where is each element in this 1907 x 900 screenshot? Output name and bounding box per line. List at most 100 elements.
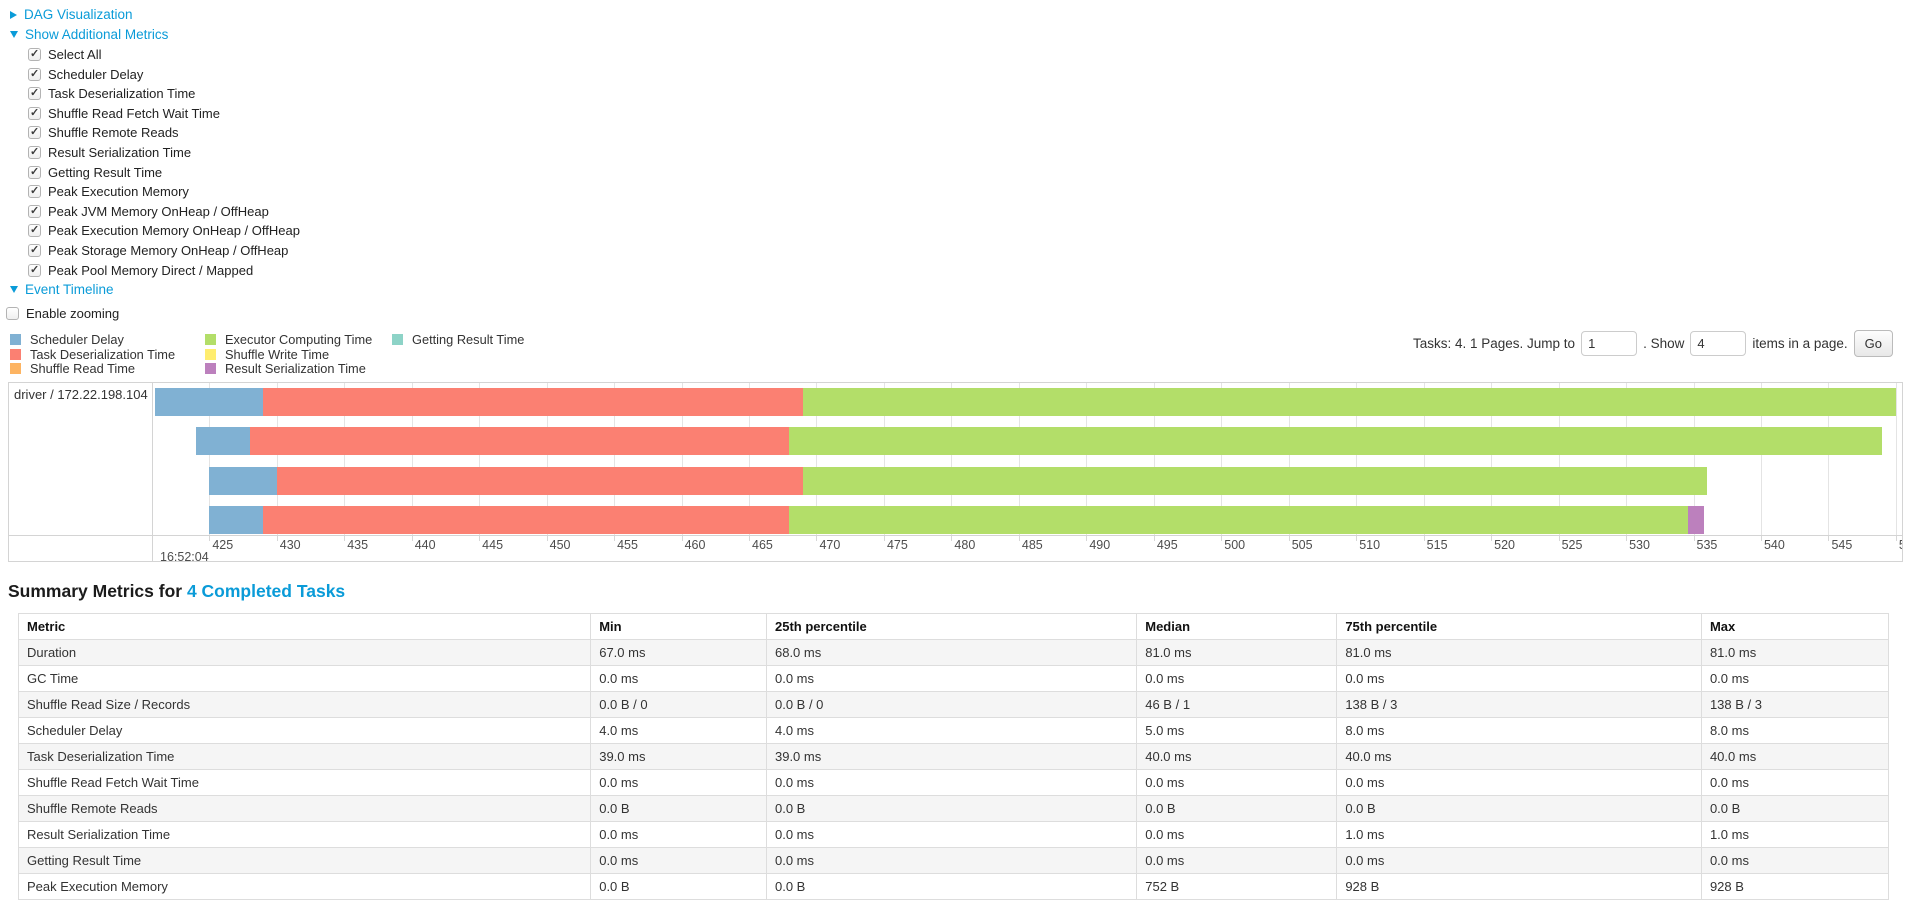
metric-value-cell: 0.0 ms: [1136, 769, 1338, 797]
axis-gridline: [749, 383, 751, 536]
go-button[interactable]: Go: [1853, 330, 1893, 358]
metric-checkbox[interactable]: [28, 86, 41, 101]
axis-time-label: 16:52:04: [160, 550, 209, 562]
metric-value-cell: 0.0 ms: [1336, 847, 1702, 875]
items-per-page-input[interactable]: [1690, 331, 1747, 357]
axis-gridline: [1153, 383, 1155, 536]
metric-checkbox-row: Peak Execution Memory: [28, 184, 1907, 199]
timeline-axis: 16:52:04 425 430 435 440 445 450 455 460 465 470 4…: [9, 535, 1902, 561]
metric-name-cell: Scheduler Delay: [17, 717, 592, 745]
axis-tick-label: 530: [1629, 538, 1650, 553]
jump-to-page-input[interactable]: [1581, 331, 1638, 357]
completed-tasks-link[interactable]: 4 Completed Tasks: [186, 581, 346, 602]
collapsed-arrow-icon: [10, 10, 17, 19]
axis-gridline: [883, 383, 885, 536]
metric-value-cell: 0.0 ms: [765, 821, 1138, 849]
shuffle_read-swatch-icon: [10, 363, 21, 375]
axis-tick-mark: [883, 536, 885, 542]
result_serialization-swatch-icon: [205, 363, 216, 375]
axis-tick-mark: [1626, 536, 1628, 542]
axis-tick-mark: [1491, 536, 1493, 542]
metric-checkbox[interactable]: [28, 106, 41, 120]
metric-value-cell: 0.0 ms: [1136, 847, 1338, 875]
executor_computing-segment: [802, 467, 1707, 496]
task-timeline-bar[interactable]: [155, 388, 1896, 417]
metric-checkbox-label: Shuffle Remote Reads: [48, 125, 179, 141]
metric-checkbox[interactable]: [28, 145, 41, 159]
task-timeline-bar[interactable]: [195, 427, 1883, 456]
table-row: Peak Execution Memory 0.0 B 0.0 B 752 B 928 …: [17, 873, 1890, 900]
axis-tick-mark: [1760, 536, 1762, 542]
metric-value-cell: 81.0 ms: [1336, 639, 1702, 667]
legend-item: Shuffle Write Time: [205, 347, 392, 362]
task-timeline-bar[interactable]: [209, 506, 1705, 535]
metric-value-cell: 0.0 B: [590, 795, 767, 823]
axis-gridline: [816, 383, 818, 536]
timeline-legend: Scheduler Delay Task Deserialization Time…: [10, 332, 524, 376]
scheduler_delay-segment: [195, 427, 250, 456]
axis-tick-label: 545: [1831, 538, 1853, 553]
axis-gridline: [614, 383, 616, 536]
enable-zooming-checkbox[interactable]: [6, 307, 19, 321]
metric-name-cell: Getting Result Time: [17, 847, 592, 875]
axis-tick-mark: [479, 536, 481, 542]
axis-tick-mark: [546, 536, 548, 542]
legend-item-label: Result Serialization Time: [225, 361, 366, 377]
metric-checkbox[interactable]: [28, 204, 41, 218]
axis-gridline: [1491, 383, 1493, 536]
metric-name-cell: Shuffle Remote Reads: [17, 795, 592, 823]
axis-tick-label: 425: [212, 538, 234, 553]
metric-value-cell: 0.0 ms: [590, 821, 767, 849]
metric-value-cell: 40.0 ms: [1136, 743, 1338, 771]
axis-tick-mark: [614, 536, 616, 542]
axis-tick-label: 510: [1359, 538, 1381, 553]
table-row: Result Serialization Time 0.0 ms 0.0 ms 0.0…: [17, 821, 1890, 849]
legend-item: Executor Computing Time: [205, 332, 392, 347]
metric-checkbox-row: Scheduler Delay: [28, 67, 1907, 82]
table-row: GC Time 0.0 ms 0.0 ms 0.0 ms 0.0 ms 0.0 ms: [17, 665, 1890, 693]
metric-checkbox-item: Select All: [28, 47, 1907, 62]
metric-checkbox[interactable]: [28, 67, 41, 81]
show-label: . Show: [1643, 336, 1685, 352]
task-timeline-bar[interactable]: [209, 467, 1707, 496]
metric-checkbox-row: Shuffle Remote Reads: [28, 125, 1907, 140]
metric-value-cell: 81.0 ms: [1136, 639, 1338, 667]
axis-tick-mark: [1895, 536, 1897, 542]
axis-tick-label: 430: [279, 538, 301, 553]
axis-tick-label: 445: [482, 538, 504, 553]
metric-name-cell: Result Serialization Time: [17, 821, 592, 849]
metric-checkbox[interactable]: [28, 243, 41, 257]
metric-checkbox[interactable]: [28, 165, 41, 179]
summary-title-prefix: Summary Metrics for: [8, 581, 187, 602]
axis-gridline: [546, 383, 548, 536]
metric-checkbox-item: Peak Pool Memory Direct / Mapped: [28, 263, 1907, 278]
axis-gridline: [1288, 383, 1290, 536]
summary-metrics-table: Metric Min 25th percentile Median 75th perce…: [17, 613, 1890, 900]
metric-checkbox[interactable]: [28, 47, 41, 61]
event-timeline-toggle[interactable]: Event Timeline: [10, 282, 1907, 297]
metric-name-cell: Duration: [17, 639, 592, 667]
metric-checkbox-item: Result Serialization Time: [28, 145, 1907, 160]
metric-value-cell: 0.0 ms: [1700, 769, 1890, 797]
task_deserialization-segment: [249, 427, 790, 456]
metric-value-cell: 39.0 ms: [765, 743, 1138, 771]
metric-value-cell: 0.0 B: [1136, 795, 1338, 823]
metric-checkbox[interactable]: [28, 263, 41, 277]
metric-value-cell: 40.0 ms: [1700, 743, 1890, 771]
metric-checkbox[interactable]: [28, 223, 41, 238]
axis-gridline: [1693, 383, 1695, 536]
metric-checkbox[interactable]: [28, 184, 41, 199]
axis-tick-label: 550: [1899, 538, 1902, 552]
axis-gridline: [1018, 383, 1020, 536]
legend-item: Result Serialization Time: [205, 361, 392, 376]
show-additional-metrics-toggle[interactable]: Show Additional Metrics: [10, 27, 1907, 42]
axis-gridline: [1626, 383, 1628, 536]
metric-value-cell: 67.0 ms: [590, 639, 767, 667]
axis-tick-mark: [1558, 536, 1560, 542]
event-timeline-label: Event Timeline: [25, 282, 114, 298]
metric-checkbox[interactable]: [28, 125, 41, 140]
metric-value-cell: 928 B: [1700, 873, 1890, 900]
table-column-header: Metric: [17, 613, 592, 641]
metric-value-cell: 0.0 ms: [1336, 769, 1702, 797]
dag-visualization-toggle[interactable]: DAG Visualization: [10, 7, 1907, 22]
